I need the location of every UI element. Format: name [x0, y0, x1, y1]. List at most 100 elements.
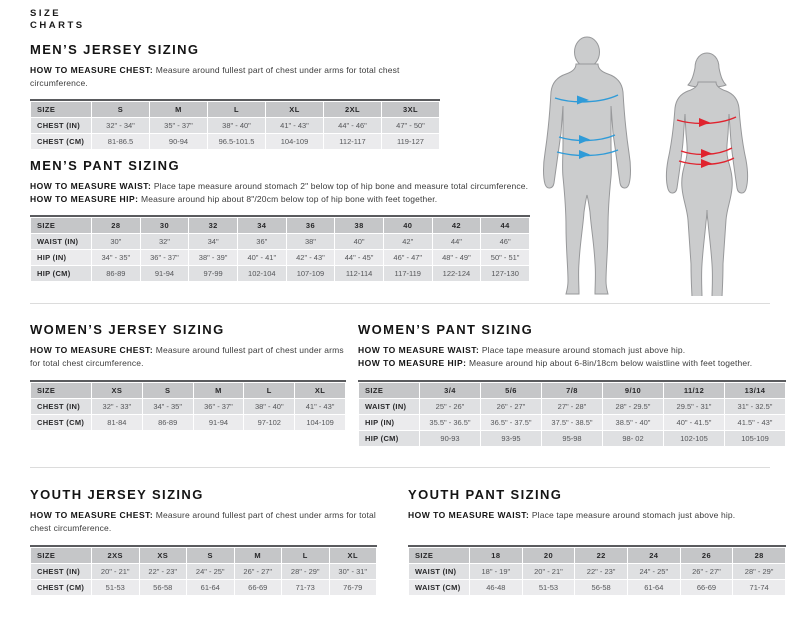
measure-label: HOW TO MEASURE CHEST: [30, 345, 154, 355]
table-header-row: SIZE 3/4 5/6 7/8 9/10 11/12 13/14 [359, 383, 785, 398]
table-header-row: SIZE XS S M L XL [31, 383, 345, 398]
table-header-row: SIZE 2XS XS S M L XL [31, 548, 376, 563]
size-column-header: S [92, 101, 149, 117]
measure-line: HOW TO MEASURE HIP: Measure around hip a… [358, 357, 786, 370]
table-row: CHEST (CM) 81-84 86-89 91-94 97-102 104-109 [31, 415, 345, 430]
size-value-cell: 86-89 [142, 415, 193, 430]
size-value-cell: 38" - 40" [208, 117, 265, 133]
size-value-cell: 102-104 [237, 265, 286, 281]
size-value-cell: 56-58 [139, 580, 186, 595]
size-value-cell: 34" - 35" [142, 399, 193, 414]
size-column-header: 28 [92, 217, 140, 233]
size-column-header: M [193, 383, 244, 398]
size-column-header: 2XL [324, 101, 381, 117]
size-value-cell: 51-53 [92, 580, 139, 595]
size-value-cell: 86-89 [92, 265, 140, 281]
size-value-cell: 93-95 [481, 431, 541, 446]
size-value-cell: 22" - 23" [139, 564, 186, 579]
size-column-header: XL [295, 383, 345, 398]
size-value-cell: 91-94 [140, 265, 189, 281]
row-label: WAIST (CM) [409, 580, 469, 595]
size-value-cell: 24" - 25" [627, 564, 680, 579]
row-label: CHEST (IN) [31, 399, 91, 414]
section-heading: YOUTH PANT SIZING [408, 487, 563, 502]
measure-label: HOW TO MEASURE CHEST: [30, 65, 154, 75]
size-value-cell: 41" - 43" [295, 399, 345, 414]
row-label: CHEST (CM) [31, 133, 91, 149]
row-label: CHEST (IN) [31, 564, 91, 579]
size-value-cell: 48" - 49" [432, 249, 481, 265]
size-column-header: 44 [481, 217, 529, 233]
row-label: HIP (IN) [359, 415, 419, 430]
size-value-cell: 32" - 34" [92, 117, 149, 133]
measure-instructions: HOW TO MEASURE WAIST: Place tape measure… [408, 509, 786, 536]
size-value-cell: 71-73 [282, 580, 329, 595]
female-head [687, 52, 727, 88]
size-value-cell: 22" - 23" [575, 564, 627, 579]
size-column-header: L [208, 101, 265, 117]
size-column-header: 7/8 [542, 383, 602, 398]
size-value-cell: 104-109 [295, 415, 345, 430]
size-value-cell: 31" - 32.5" [725, 399, 785, 414]
size-column-header: S [187, 548, 234, 563]
size-value-cell: 102-105 [664, 431, 724, 446]
size-header-label: SIZE [31, 217, 91, 233]
table-header-row: SIZE S M L XL 2XL 3XL [31, 101, 439, 117]
size-value-cell: 46" - 47" [383, 249, 432, 265]
table-row: CHEST (CM) 81-86.5 90-94 96.5-101.5 104-109 1… [31, 133, 439, 149]
size-value-cell: 98- 02 [603, 431, 663, 446]
size-table: SIZE 3/4 5/6 7/8 9/10 11/12 13/14 WAIST (IN) 25"… [358, 380, 786, 447]
size-value-cell: 61-64 [627, 580, 680, 595]
size-value-cell: 38" - 39" [189, 249, 237, 265]
measure-label: HOW TO MEASURE HIP: [30, 193, 139, 204]
female-body-figure [655, 52, 759, 301]
table-row: WAIST (IN) 30" 32" 34" 36" 38" 40" 42" 44" 46" [31, 233, 529, 249]
row-label: WAIST (IN) [31, 233, 91, 249]
section-heading: WOMEN’S JERSEY SIZING [30, 322, 225, 337]
size-value-cell: 44" [432, 233, 481, 249]
size-value-cell: 38.5" - 40" [603, 415, 663, 430]
size-column-header: 26 [680, 548, 733, 563]
size-value-cell: 112-117 [324, 133, 381, 149]
size-value-cell: 20" - 21" [92, 564, 139, 579]
size-value-cell: 18" - 19" [470, 564, 522, 579]
male-chest-arrowhead-icon [577, 95, 589, 105]
measure-label: HOW TO MEASURE WAIST: [408, 510, 530, 520]
measure-line: HOW TO MEASURE CHEST: Measure around ful… [30, 509, 377, 535]
size-value-cell: 41" - 43" [266, 117, 323, 133]
size-value-cell: 40" - 41" [237, 249, 286, 265]
measure-line: HOW TO MEASURE HIP: Measure around hip a… [30, 193, 530, 206]
measure-text: Measure around hip about 8"/20cm below t… [141, 193, 438, 204]
size-value-cell: 30" - 31" [329, 564, 376, 579]
size-column-header: 3XL [382, 101, 439, 117]
size-header-label: SIZE [409, 548, 469, 563]
male-waist-arrowhead-icon [579, 135, 590, 144]
measure-instructions: HOW TO MEASURE WAIST: Place tape measure… [30, 180, 530, 206]
size-value-cell: 42" - 43" [286, 249, 335, 265]
size-value-cell: 117-119 [383, 265, 432, 281]
size-value-cell: 81-86.5 [92, 133, 149, 149]
row-label: CHEST (CM) [31, 580, 91, 595]
measure-label: HOW TO MEASURE CHEST: [30, 510, 154, 520]
measure-label: HOW TO MEASURE WAIST: [358, 345, 480, 355]
section-divider [30, 303, 770, 304]
table-row: HIP (CM) 86-89 91-94 97-99 102-104 107-109 112… [31, 265, 529, 281]
size-value-cell: 36" - 37" [193, 399, 244, 414]
table-row: CHEST (CM) 51-53 56-58 61-64 66-69 71-73 76-79 [31, 580, 376, 595]
size-value-cell: 36.5" - 37.5" [481, 415, 541, 430]
mens-pant-table: SIZE 28 30 32 34 36 38 40 42 44 WAIST (IN) 30" 32" 34… [30, 214, 530, 282]
size-table: SIZE 18 20 22 24 26 28 WAIST (IN) 18" - 19" 20" -… [408, 545, 786, 596]
size-column-header: 42 [432, 217, 481, 233]
size-column-header: 9/10 [603, 383, 663, 398]
table-row: WAIST (IN) 18" - 19" 20" - 21" 22" - 23" 24"… [409, 564, 785, 579]
size-column-header: XS [139, 548, 186, 563]
size-table: SIZE 28 30 32 34 36 38 40 42 44 WAIST (IN) 30" 32" 34… [30, 214, 530, 282]
section-youth-pant: YOUTH PANT SIZING HOW TO MEASURE WAIST: … [408, 487, 786, 596]
female-chest-arrowhead-icon [699, 118, 710, 127]
table-row: HIP (CM) 90-93 93-95 95-98 98- 02 102-105 105-… [359, 431, 785, 446]
size-column-header: 34 [237, 217, 286, 233]
size-header-label: SIZE [31, 101, 91, 117]
table-header-row: SIZE 18 20 22 24 26 28 [409, 548, 785, 563]
size-value-cell: 24" - 25" [187, 564, 234, 579]
table-row: HIP (IN) 34" - 35" 36" - 37" 38" - 39" 40" -… [31, 249, 529, 265]
